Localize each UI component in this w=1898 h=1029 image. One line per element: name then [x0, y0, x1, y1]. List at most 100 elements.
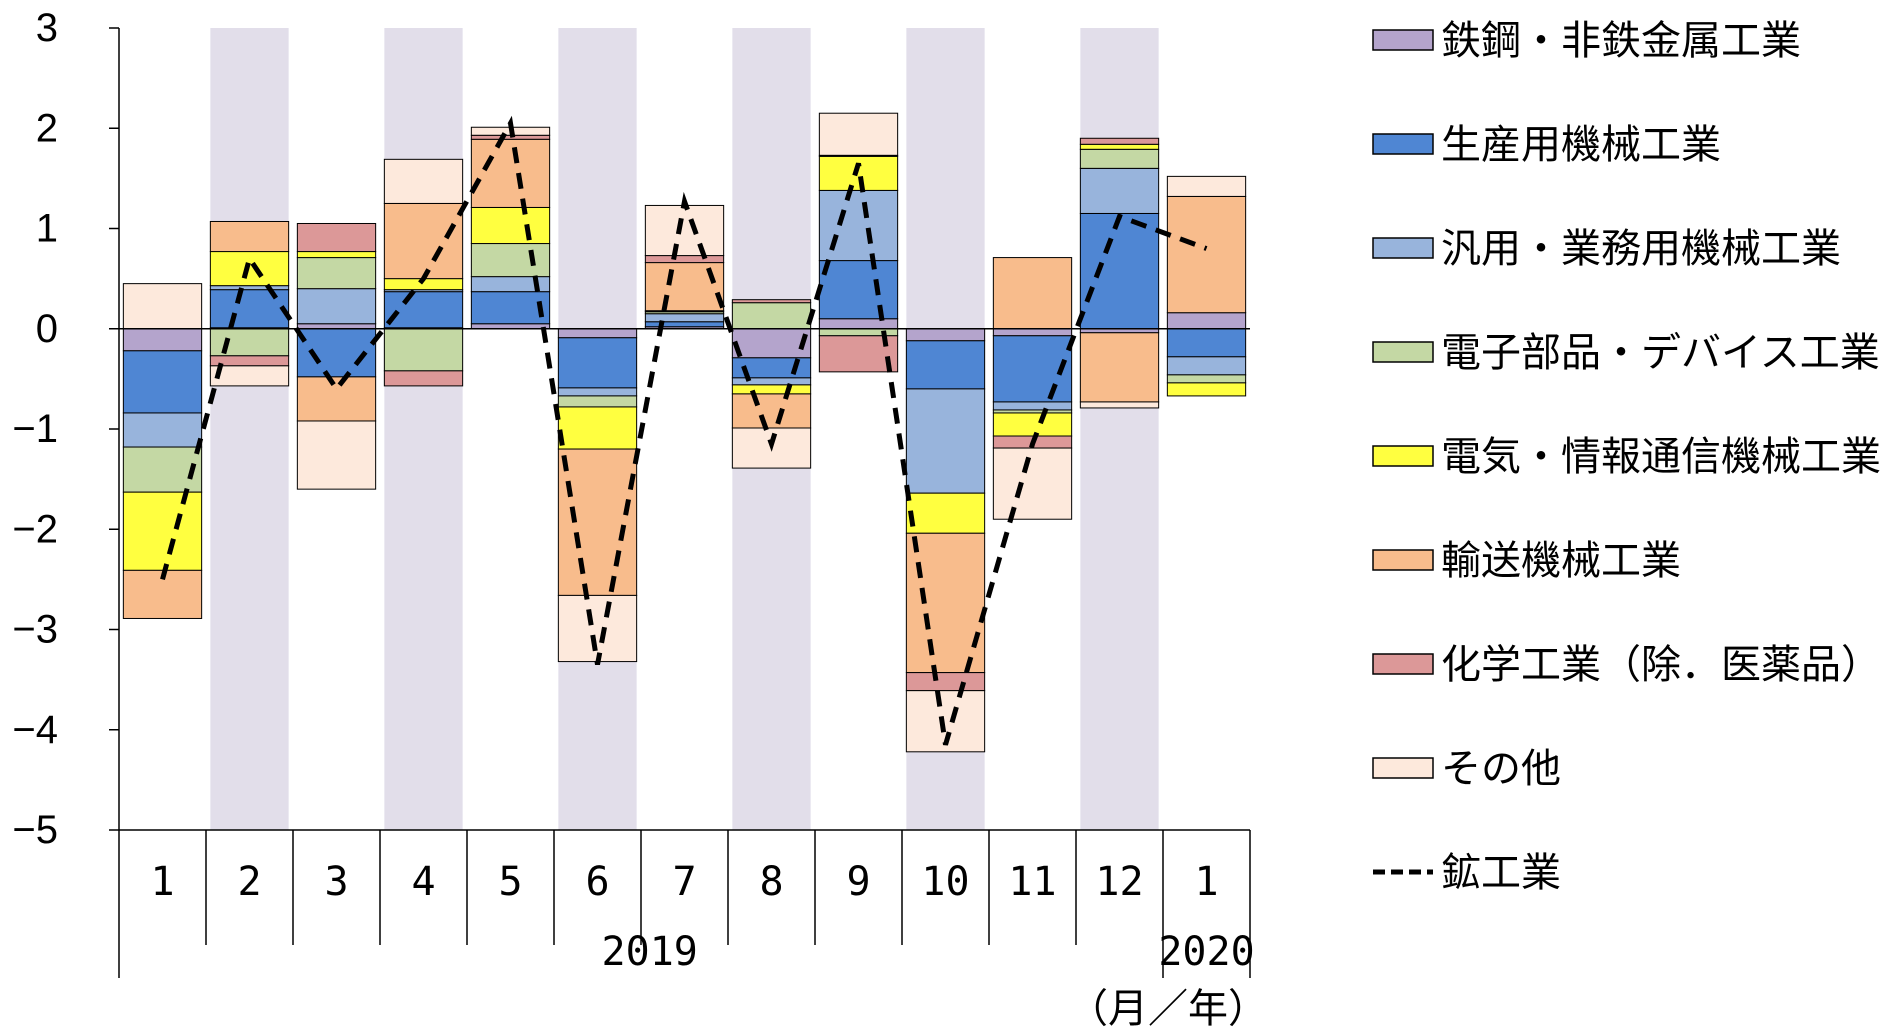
- bar-segment-12-5: [1079, 332, 1160, 403]
- y-tick-label: 1: [36, 207, 58, 251]
- bar-segment-5-4: [470, 206, 551, 245]
- x-tick-label: 10: [921, 859, 969, 905]
- bar-segment-10-0: [905, 328, 986, 342]
- legend-label-6: 化学工業（除．医薬品）: [1441, 642, 1881, 688]
- y-tick-label: 2: [36, 106, 58, 150]
- bar-segment-10-2: [905, 388, 986, 494]
- bar-stacks: [122, 112, 1247, 753]
- bar-segment-4-3: [383, 328, 464, 372]
- bar-segment-6-0: [557, 328, 638, 339]
- bar-segment-1-1: [122, 350, 203, 414]
- bar-segment-12-2: [1079, 167, 1160, 214]
- bar-segment-13-4: [1166, 382, 1247, 397]
- bar-segment-11-2: [992, 401, 1073, 411]
- bar-segment-6-3: [557, 395, 638, 408]
- bar-segment-10-4: [905, 492, 986, 534]
- y-tick-label: 0: [36, 307, 58, 351]
- legend-label-5: 輸送機械工業: [1441, 538, 1681, 584]
- legend-label-1: 生産用機械工業: [1441, 122, 1721, 168]
- bar-segment-11-5: [992, 257, 1073, 330]
- bar-segment-11-7: [992, 447, 1073, 520]
- bar-segment-2-4: [209, 251, 290, 287]
- legend-swatch-0: [1372, 29, 1434, 51]
- bar-segment-3-5: [296, 376, 377, 422]
- bar-segment-1-0: [122, 328, 203, 352]
- bar-segment-1-2: [122, 412, 203, 448]
- bar-segment-10-5: [905, 532, 986, 674]
- bar-segment-13-1: [1166, 328, 1247, 358]
- bar-segment-2-2: [209, 285, 290, 291]
- year-label-2020: 2020: [1158, 929, 1254, 975]
- legend: 鉄鋼・非鉄金属工業生産用機械工業汎用・業務用機械工業電子部品・デバイス工業電気・…: [1372, 18, 1881, 896]
- bar-segment-2-7: [209, 365, 290, 387]
- bar-segment-12-6: [1079, 137, 1160, 145]
- line-series: [160, 115, 1208, 746]
- x-tick-label: 7: [672, 859, 696, 905]
- y-tick-label: 3: [36, 6, 58, 50]
- bar-segment-4-5: [383, 202, 464, 280]
- legend-swatch-4: [1372, 445, 1434, 467]
- bar-segment-8-2: [731, 377, 812, 386]
- legend-label-2: 汎用・業務用機械工業: [1441, 226, 1841, 272]
- bar-segment-5-3: [470, 243, 551, 278]
- y-tick-label: −2: [12, 507, 58, 551]
- bar-segment-3-2: [296, 288, 377, 325]
- x-tick-label: 2: [237, 859, 261, 905]
- bar-segment-3-3: [296, 257, 377, 290]
- bar-segment-10-6: [905, 672, 986, 692]
- x-tick-label: 6: [585, 859, 609, 905]
- bar-segment-5-0: [470, 323, 551, 330]
- bar-segment-10-1: [905, 340, 986, 390]
- bar-segment-2-5: [209, 220, 290, 253]
- y-tick-label: −3: [12, 608, 58, 652]
- bar-segment-12-7: [1079, 401, 1160, 409]
- bar-segment-6-2: [557, 387, 638, 397]
- x-tick-label: 11: [1008, 859, 1056, 905]
- y-tick-label: −1: [12, 407, 58, 451]
- y-tick-label: −5: [12, 808, 58, 852]
- bar-segment-3-6: [296, 222, 377, 253]
- year-label-2019: 2019: [602, 929, 698, 975]
- bar-segment-1-7: [122, 283, 203, 330]
- bar-segment-12-4: [1079, 143, 1160, 150]
- bar-segment-13-7: [1166, 175, 1247, 197]
- bar-segment-9-0: [818, 318, 899, 330]
- bar-segment-9-2: [818, 189, 899, 262]
- shade-band-4: [384, 28, 463, 830]
- bar-segment-7-1: [644, 321, 725, 328]
- legend-label-3: 電子部品・デバイス工業: [1441, 330, 1880, 376]
- legend-swatch-6: [1372, 653, 1434, 675]
- legend-swatch-5: [1372, 549, 1434, 571]
- legend-swatch-1: [1372, 133, 1434, 155]
- bar-segment-12-1: [1079, 212, 1160, 330]
- legend-label-0: 鉄鋼・非鉄金属工業: [1441, 18, 1801, 64]
- x-tick-label: 4: [411, 859, 435, 905]
- bar-segment-8-5: [731, 393, 812, 429]
- bar-segment-8-0: [731, 328, 812, 359]
- bar-segment-5-1: [470, 291, 551, 325]
- legend-label-line: 鉱工業: [1441, 850, 1561, 896]
- bar-segment-9-1: [818, 260, 899, 320]
- bar-segment-13-2: [1166, 356, 1247, 376]
- bar-segment-6-4: [557, 406, 638, 450]
- bar-segment-7-2: [644, 313, 725, 323]
- bar-segment-12-3: [1079, 148, 1160, 169]
- bar-segment-8-4: [731, 384, 812, 395]
- bar-segment-1-4: [122, 491, 203, 571]
- x-tick-label: 5: [498, 859, 522, 905]
- bar-segment-7-5: [644, 262, 725, 312]
- bar-segment-7-6: [644, 255, 725, 264]
- bar-segment-11-0: [992, 328, 1073, 337]
- bar-segment-6-5: [557, 448, 638, 596]
- x-unit-label: （月／年）: [1068, 986, 1268, 1029]
- bar-segment-13-0: [1166, 312, 1247, 330]
- y-tick-label: −4: [12, 708, 58, 752]
- legend-swatch-3: [1372, 341, 1434, 363]
- bar-segment-1-3: [122, 446, 203, 493]
- bar-segment-6-7: [557, 594, 638, 663]
- shade-band-2: [210, 28, 289, 830]
- bar-segment-4-1: [383, 291, 464, 329]
- x-tick-label: 1: [1194, 859, 1218, 905]
- bar-segment-13-3: [1166, 374, 1247, 384]
